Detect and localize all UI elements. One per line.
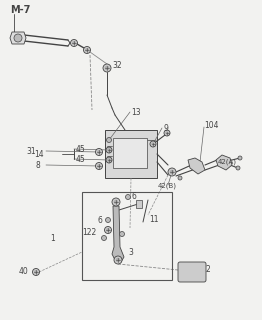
Circle shape bbox=[106, 157, 112, 163]
Circle shape bbox=[119, 231, 124, 236]
Text: 45: 45 bbox=[76, 145, 86, 154]
FancyBboxPatch shape bbox=[178, 262, 206, 282]
Circle shape bbox=[165, 131, 169, 135]
Text: 40: 40 bbox=[18, 268, 28, 276]
Circle shape bbox=[103, 64, 111, 72]
Bar bbox=[113, 138, 147, 168]
Circle shape bbox=[14, 34, 22, 42]
Circle shape bbox=[236, 166, 240, 170]
Circle shape bbox=[106, 147, 112, 153]
Text: 3: 3 bbox=[128, 247, 133, 257]
Text: 104: 104 bbox=[204, 121, 219, 130]
Circle shape bbox=[170, 170, 174, 174]
Circle shape bbox=[107, 148, 111, 152]
Text: 13: 13 bbox=[131, 108, 141, 116]
Circle shape bbox=[105, 66, 109, 70]
Circle shape bbox=[164, 130, 170, 136]
Text: 42(B): 42(B) bbox=[158, 183, 177, 189]
Circle shape bbox=[72, 41, 76, 45]
Text: 42(A): 42(A) bbox=[218, 159, 237, 165]
Bar bbox=[105, 130, 157, 178]
Circle shape bbox=[84, 46, 90, 53]
Text: 6: 6 bbox=[131, 191, 136, 201]
Circle shape bbox=[97, 150, 101, 154]
Circle shape bbox=[107, 158, 111, 162]
Polygon shape bbox=[10, 32, 26, 44]
Text: 31: 31 bbox=[26, 147, 36, 156]
Circle shape bbox=[101, 236, 106, 241]
Polygon shape bbox=[188, 158, 205, 174]
Circle shape bbox=[85, 48, 89, 52]
Text: 45: 45 bbox=[76, 155, 86, 164]
Text: 2: 2 bbox=[205, 266, 210, 275]
Circle shape bbox=[96, 163, 102, 170]
Circle shape bbox=[32, 268, 40, 276]
Text: 6: 6 bbox=[97, 215, 102, 225]
Circle shape bbox=[105, 227, 112, 234]
Circle shape bbox=[70, 39, 78, 46]
Circle shape bbox=[125, 195, 130, 199]
Circle shape bbox=[106, 138, 112, 142]
Circle shape bbox=[112, 198, 120, 206]
Text: 1: 1 bbox=[50, 234, 55, 243]
Polygon shape bbox=[112, 206, 124, 262]
Text: 11: 11 bbox=[149, 214, 159, 223]
Circle shape bbox=[150, 141, 156, 147]
Circle shape bbox=[238, 156, 242, 160]
Polygon shape bbox=[216, 155, 232, 170]
Bar bbox=[136, 200, 142, 208]
Circle shape bbox=[114, 256, 122, 264]
Circle shape bbox=[168, 168, 176, 176]
Text: M-7: M-7 bbox=[10, 5, 30, 15]
Circle shape bbox=[97, 164, 101, 168]
Text: 8: 8 bbox=[35, 161, 40, 170]
Circle shape bbox=[106, 218, 111, 222]
Text: 14: 14 bbox=[34, 149, 44, 158]
Circle shape bbox=[151, 142, 155, 146]
Text: 9: 9 bbox=[163, 124, 168, 132]
Circle shape bbox=[34, 270, 38, 274]
Circle shape bbox=[116, 258, 120, 262]
Text: 32: 32 bbox=[112, 60, 122, 69]
Circle shape bbox=[114, 200, 118, 204]
Text: 122: 122 bbox=[82, 228, 96, 236]
Circle shape bbox=[106, 228, 110, 232]
Circle shape bbox=[96, 148, 102, 156]
Circle shape bbox=[178, 176, 182, 180]
Bar bbox=[82, 192, 172, 280]
